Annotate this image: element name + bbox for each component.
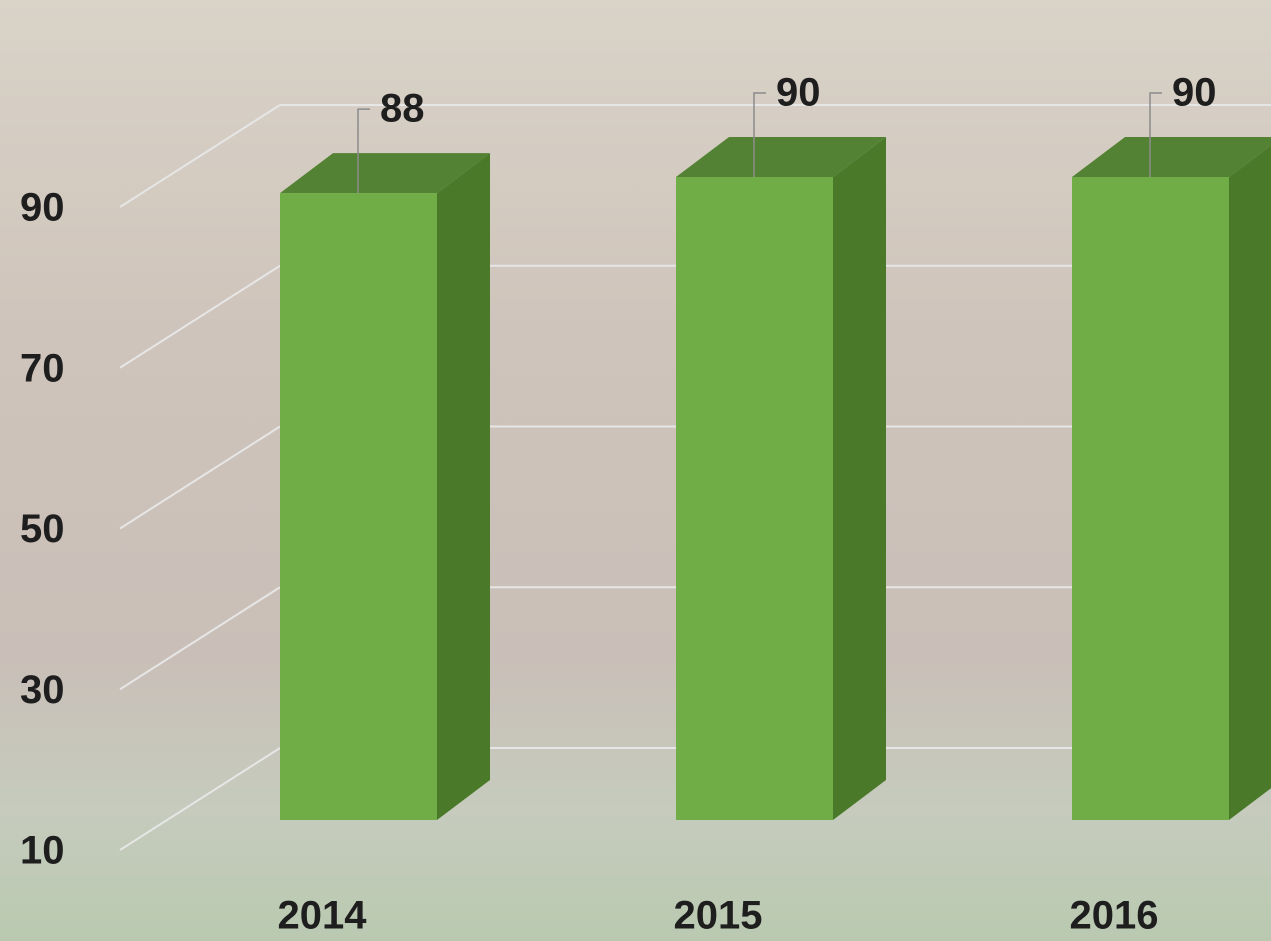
bar-top <box>1072 137 1271 177</box>
value-label: 90 <box>776 71 821 115</box>
y-tick-label: 10 <box>20 829 65 873</box>
grid-line <box>119 264 281 369</box>
bar <box>280 193 437 820</box>
leader-line <box>1149 92 1162 177</box>
y-tick-label: 30 <box>20 668 65 712</box>
leader-line <box>357 108 370 194</box>
x-tick-label: 2016 <box>1070 894 1159 938</box>
y-tick-label: 50 <box>20 507 65 551</box>
value-label: 90 <box>1172 71 1217 115</box>
grid-line <box>119 586 281 691</box>
plot-area: 10 30 50 70 90 2014 88 2015 90 2016 90 <box>20 71 1271 938</box>
bar-side <box>833 137 886 820</box>
leader-line <box>753 92 766 177</box>
grid-line <box>119 104 281 208</box>
x-tick-label: 2015 <box>674 894 763 938</box>
value-label: 88 <box>380 87 425 131</box>
bar-side <box>437 153 490 820</box>
bar <box>676 177 833 820</box>
grid-line <box>119 425 281 530</box>
x-tick-label: 2014 <box>278 894 368 938</box>
bar <box>1072 177 1229 820</box>
grid-line <box>119 747 281 851</box>
bar-side <box>1229 145 1271 820</box>
bar-top <box>280 153 490 194</box>
y-tick-label: 70 <box>20 346 65 390</box>
bar-top <box>676 137 886 177</box>
y-tick-label: 90 <box>20 186 65 230</box>
